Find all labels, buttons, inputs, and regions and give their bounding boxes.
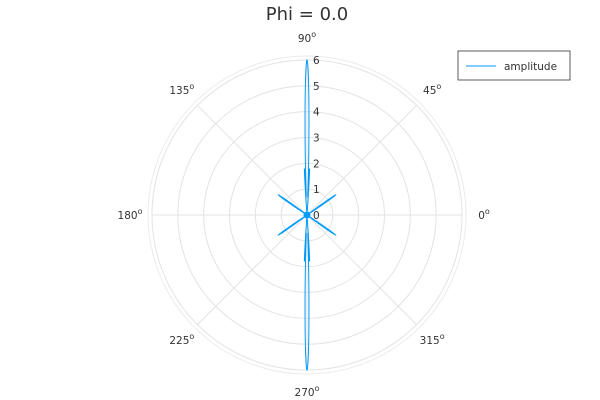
legend: amplitude	[457, 50, 571, 81]
angle-tick-label-45: 45o	[423, 82, 441, 97]
angle-tick-label-135: 135o	[169, 82, 194, 97]
outer-ring	[147, 55, 467, 375]
legend-label-amplitude: amplitude	[504, 61, 557, 73]
r-tick-label-4: 4	[313, 107, 320, 119]
angle-tick-label-315: 315o	[420, 332, 445, 347]
r-tick-label-1: 1	[313, 184, 320, 196]
r-tick-label-0: 0	[313, 210, 320, 222]
angle-tick-label-0: 0o	[478, 207, 490, 222]
angle-tick-label-90: 90o	[298, 30, 316, 45]
grid-spoke-45	[306, 105, 417, 216]
grid-spoke-315	[306, 214, 417, 325]
radial-tick-labels: 0 1 2 3 4 5 6	[313, 55, 320, 222]
r-tick-label-3: 3	[313, 133, 320, 145]
r-tick-label-2: 2	[313, 158, 320, 170]
r-tick-label-5: 5	[313, 81, 320, 93]
grid-spoke-225	[197, 214, 308, 325]
series-group	[277, 58, 337, 372]
angle-tick-label-180: 180o	[118, 207, 143, 222]
r-tick-label-6: 6	[313, 55, 320, 67]
angle-tick-label-270: 270o	[295, 384, 320, 399]
chart-title: Phi = 0.0	[266, 4, 348, 25]
series-line-amplitude	[277, 58, 337, 372]
angle-tick-label-225: 225o	[169, 332, 194, 347]
polar-grid	[147, 55, 467, 375]
grid-spoke-135	[197, 105, 308, 216]
angle-tick-labels: 0o 45o 90o 135o 180o 225o 270o 315o	[118, 30, 490, 399]
